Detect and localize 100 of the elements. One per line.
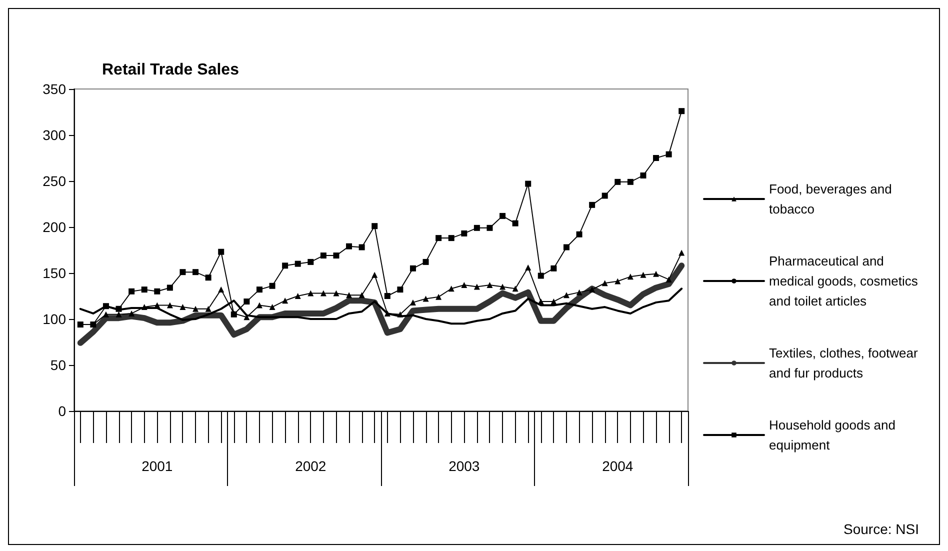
y-tick-label: 300: [42, 127, 66, 143]
y-tick-label: 100: [42, 311, 66, 327]
point: [461, 282, 468, 288]
point: [256, 286, 262, 293]
point: [474, 284, 480, 290]
point: [653, 270, 660, 277]
point: [512, 286, 518, 292]
point: [640, 172, 646, 178]
point: [320, 252, 326, 259]
point: [294, 260, 301, 267]
point: [538, 272, 544, 279]
point: [346, 243, 352, 250]
point: [256, 302, 262, 308]
chart-title: Retail Trade Sales: [102, 62, 240, 78]
y-tick-label: 0: [58, 403, 66, 419]
point: [448, 235, 454, 242]
point: [436, 235, 442, 242]
point: [500, 212, 506, 219]
point: [422, 296, 429, 302]
point: [308, 258, 314, 265]
point: [320, 290, 326, 296]
point: [269, 304, 276, 310]
point: [128, 288, 135, 294]
point: [525, 264, 532, 270]
point: [346, 292, 352, 298]
point: [205, 306, 212, 312]
x-tick-label: 2001: [142, 458, 173, 474]
point: [550, 265, 557, 272]
point: [614, 278, 621, 284]
point: [512, 220, 518, 226]
point: [116, 311, 122, 318]
x-tick-label: 2002: [295, 458, 326, 474]
point: [678, 250, 685, 256]
point: [640, 272, 646, 278]
point: [372, 272, 378, 278]
point: [218, 286, 224, 293]
point: [205, 274, 212, 281]
point: [218, 248, 224, 255]
point: [180, 269, 186, 276]
source-note: Source: NSI: [844, 521, 920, 537]
point: [627, 178, 634, 185]
point: [333, 290, 340, 296]
point: [474, 224, 480, 231]
point: [397, 311, 404, 318]
point: [563, 292, 570, 298]
point: [563, 244, 570, 250]
point: [102, 311, 109, 318]
y-tick-label: 250: [42, 173, 66, 189]
point: [384, 293, 390, 299]
point: [576, 289, 582, 296]
point: [141, 286, 148, 293]
y-tick-label: 350: [42, 81, 66, 97]
point: [116, 306, 122, 312]
point: [192, 269, 199, 276]
point: [602, 192, 608, 199]
point: [525, 180, 532, 187]
point: [678, 108, 685, 114]
point: [666, 151, 672, 158]
point: [166, 302, 173, 308]
point: [614, 178, 621, 185]
point: [192, 306, 199, 312]
point: [358, 244, 365, 250]
point: [166, 284, 173, 291]
point: [436, 294, 442, 300]
point: [333, 252, 340, 259]
point: [294, 293, 301, 299]
point: [244, 298, 250, 305]
point: [550, 298, 557, 305]
point: [154, 302, 160, 308]
y-tick-label: 150: [42, 265, 66, 281]
point: [589, 286, 596, 293]
point: [180, 304, 186, 310]
point: [589, 202, 596, 208]
point: [269, 282, 276, 289]
point: [384, 310, 390, 316]
point: [102, 303, 109, 310]
legend-label: Food, beverages and tobacco: [769, 182, 896, 216]
point: [128, 310, 135, 316]
point: [90, 322, 96, 328]
point: [653, 155, 660, 161]
point: [372, 223, 378, 230]
legend-label: Household goods and equipment: [769, 418, 900, 452]
point: [282, 262, 288, 269]
point: [486, 224, 493, 231]
point: [77, 322, 84, 328]
point: [410, 265, 416, 272]
point: [576, 231, 582, 238]
legend-label: Pharmaceutical and medical goods, cosmetics and toilet articles: [769, 254, 922, 308]
point: [666, 276, 672, 282]
point: [358, 292, 365, 298]
point: [448, 286, 454, 292]
point: [397, 286, 404, 293]
point: [627, 274, 634, 280]
legend-label: Textiles, clothes, footwear and fur products: [769, 346, 922, 380]
point: [602, 280, 608, 286]
point: [422, 258, 429, 265]
point: [486, 282, 493, 288]
point: [308, 290, 314, 296]
x-tick-label: 2004: [602, 458, 634, 474]
point: [282, 298, 288, 304]
